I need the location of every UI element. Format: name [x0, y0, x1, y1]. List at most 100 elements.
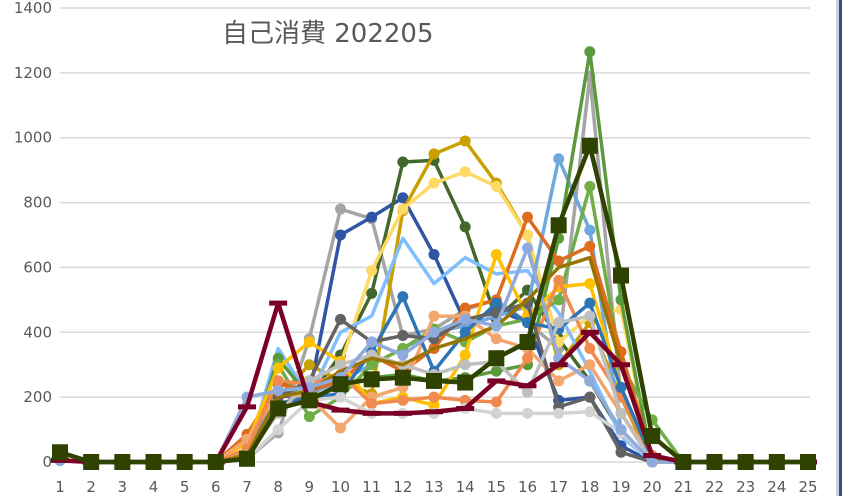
data-point	[522, 211, 533, 223]
x-tick-label: 19	[611, 478, 630, 496]
data-point	[270, 400, 287, 417]
x-tick-label: 15	[487, 478, 506, 496]
data-point	[584, 359, 596, 371]
data-point	[397, 330, 409, 342]
data-point	[522, 352, 533, 364]
x-tick-label: 20	[643, 478, 662, 496]
x-tick-label: 13	[424, 478, 443, 496]
y-tick-label: 800	[23, 194, 52, 212]
data-point	[272, 385, 284, 397]
data-point	[335, 229, 346, 241]
data-point	[366, 211, 378, 223]
data-point	[490, 320, 502, 332]
data-point	[584, 46, 596, 58]
x-axis-ticks: 1 2 3 4 5 6 7 8 9 10 11 12 13 14 15 16 17 18 19 20 21 22 23 24 2…	[55, 478, 817, 496]
data-point	[366, 398, 378, 410]
data-point	[363, 371, 380, 388]
y-tick-label: 0	[42, 453, 52, 471]
y-tick-label: 200	[23, 388, 52, 406]
data-point	[114, 454, 131, 470]
data-point	[490, 407, 502, 419]
data-point	[331, 407, 350, 413]
data-point	[613, 267, 629, 284]
data-point	[488, 350, 505, 367]
data-point	[83, 454, 100, 470]
data-point	[272, 375, 284, 387]
data-point	[643, 453, 662, 459]
data-point	[800, 454, 816, 470]
data-point	[615, 381, 627, 393]
data-point	[584, 310, 596, 322]
data-point	[303, 336, 315, 348]
data-point	[332, 376, 349, 393]
data-point	[428, 399, 440, 411]
data-point	[612, 362, 630, 368]
data-point	[675, 454, 692, 470]
data-point	[522, 386, 533, 398]
x-tick-label: 25	[798, 478, 817, 496]
x-tick-label: 11	[362, 478, 381, 496]
window-edge-border	[839, 0, 842, 496]
data-point	[615, 424, 627, 436]
data-point	[768, 454, 785, 470]
data-point	[366, 265, 378, 277]
data-point	[366, 287, 378, 299]
data-point	[207, 454, 224, 470]
data-point	[553, 407, 565, 419]
x-tick-label: 6	[211, 478, 221, 496]
data-point	[490, 333, 502, 345]
data-point	[490, 248, 502, 260]
data-point	[366, 359, 378, 371]
data-point	[459, 349, 471, 361]
series-line	[59, 255, 808, 464]
x-tick-label: 22	[705, 478, 724, 496]
data-point	[553, 294, 565, 306]
y-tick-label: 1200	[14, 64, 52, 82]
data-point	[239, 450, 255, 467]
data-point	[459, 166, 471, 178]
chart-title: 自己消費 202205	[222, 19, 434, 49]
x-tick-label: 14	[456, 478, 475, 496]
y-tick-label: 1400	[14, 0, 52, 17]
data-point	[428, 248, 440, 260]
data-point	[335, 422, 346, 434]
series-s18	[59, 255, 808, 464]
data-point	[522, 229, 533, 241]
data-point	[519, 334, 536, 351]
data-point	[550, 217, 567, 234]
data-point	[490, 297, 502, 309]
data-point	[145, 454, 162, 470]
data-point	[397, 394, 409, 406]
data-point	[457, 374, 474, 391]
data-point	[553, 375, 565, 387]
data-point	[456, 405, 475, 411]
data-point	[459, 359, 471, 371]
data-point	[335, 359, 346, 371]
data-point	[303, 411, 315, 423]
data-point	[459, 221, 471, 233]
data-point	[397, 192, 409, 204]
data-point	[272, 424, 284, 436]
data-point	[706, 454, 723, 470]
data-point	[553, 153, 565, 165]
data-point	[335, 313, 346, 325]
x-tick-label: 23	[736, 478, 755, 496]
data-point	[238, 404, 256, 410]
data-point	[584, 391, 596, 403]
data-point	[362, 410, 381, 416]
x-tick-label: 9	[305, 478, 315, 496]
data-point	[615, 407, 627, 419]
x-tick-label: 17	[549, 478, 568, 496]
data-point	[428, 177, 440, 189]
x-tick-label: 7	[242, 478, 252, 496]
data-point	[459, 326, 471, 338]
data-point	[615, 446, 627, 458]
data-point	[393, 410, 412, 416]
data-point	[394, 369, 411, 386]
data-point	[428, 310, 440, 322]
y-tick-label: 600	[23, 258, 52, 276]
x-tick-label: 18	[580, 478, 599, 496]
data-point	[553, 317, 565, 329]
data-point	[584, 343, 596, 354]
data-point	[269, 300, 288, 306]
